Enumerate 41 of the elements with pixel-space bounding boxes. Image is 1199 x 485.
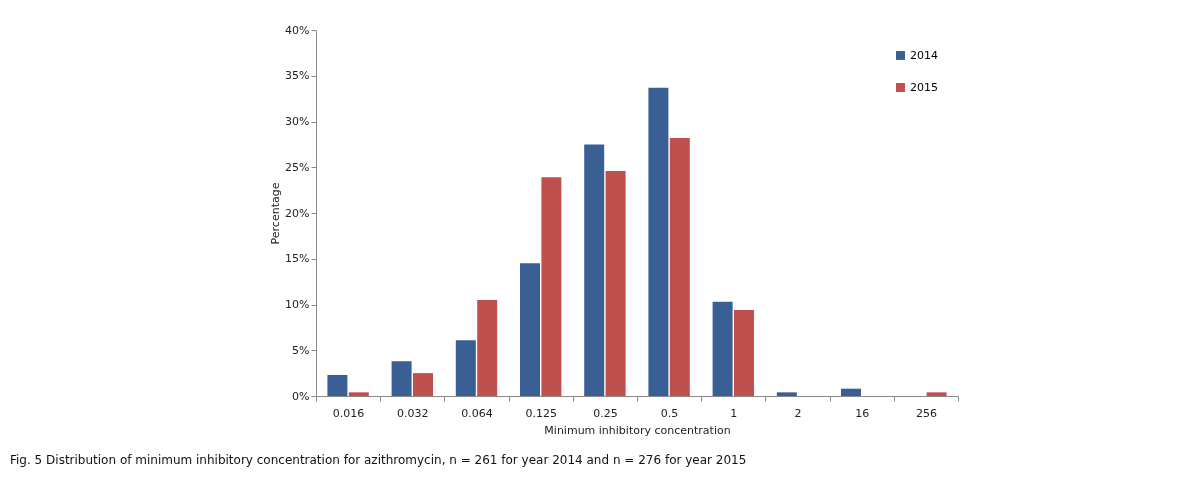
bar <box>455 340 476 396</box>
bar <box>841 388 861 396</box>
y-tick-label: 30% <box>285 115 310 128</box>
y-axis-title: Percentage <box>269 182 283 245</box>
bar <box>712 301 733 396</box>
bar <box>327 374 348 396</box>
x-axis-title: Minimum inhibitory concentration <box>544 423 731 437</box>
bar <box>520 263 540 396</box>
y-tick-label: 5% <box>292 343 310 357</box>
bar <box>734 309 754 396</box>
bar <box>926 392 947 396</box>
x-tick-label: 0.125 <box>525 406 557 420</box>
x-tick-label: 256 <box>915 406 937 420</box>
bar <box>648 87 669 396</box>
y-tick-label: 0% <box>292 389 310 403</box>
y-tick-label: 25% <box>285 160 310 174</box>
x-tick-label: 0.032 <box>397 406 429 420</box>
legend-label: 2015 <box>910 80 938 94</box>
bar <box>348 392 369 396</box>
y-tick-label: 20% <box>285 206 310 220</box>
bar <box>776 392 797 396</box>
caption: Fig. 5 Distribution of minimum inhibitory concentration for azithromycin, n = 261 for year 2014 and n = 276 for year 2015 <box>10 453 747 467</box>
x-tick-label: 0.064 <box>461 406 493 420</box>
bar <box>391 361 412 396</box>
x-tick-label: 16 <box>855 406 870 420</box>
bar <box>669 137 690 396</box>
bar <box>413 373 433 396</box>
legend-label: 2014 <box>910 48 938 62</box>
x-tick-label: 0.5 <box>660 406 679 420</box>
bar <box>541 177 562 396</box>
y-tick-label: 15% <box>285 252 310 266</box>
x-tick-label: 0.25 <box>593 406 618 420</box>
x-tick-label: 0.016 <box>332 406 365 420</box>
y-tick-label: 35% <box>285 69 310 83</box>
bar <box>584 144 605 396</box>
bar <box>605 170 626 396</box>
y-tick-label: 40% <box>285 23 310 37</box>
y-tick-label: 10% <box>285 298 310 311</box>
bar <box>477 299 498 396</box>
x-tick-label: 2 <box>794 406 802 420</box>
x-tick-label: 1 <box>730 406 738 420</box>
